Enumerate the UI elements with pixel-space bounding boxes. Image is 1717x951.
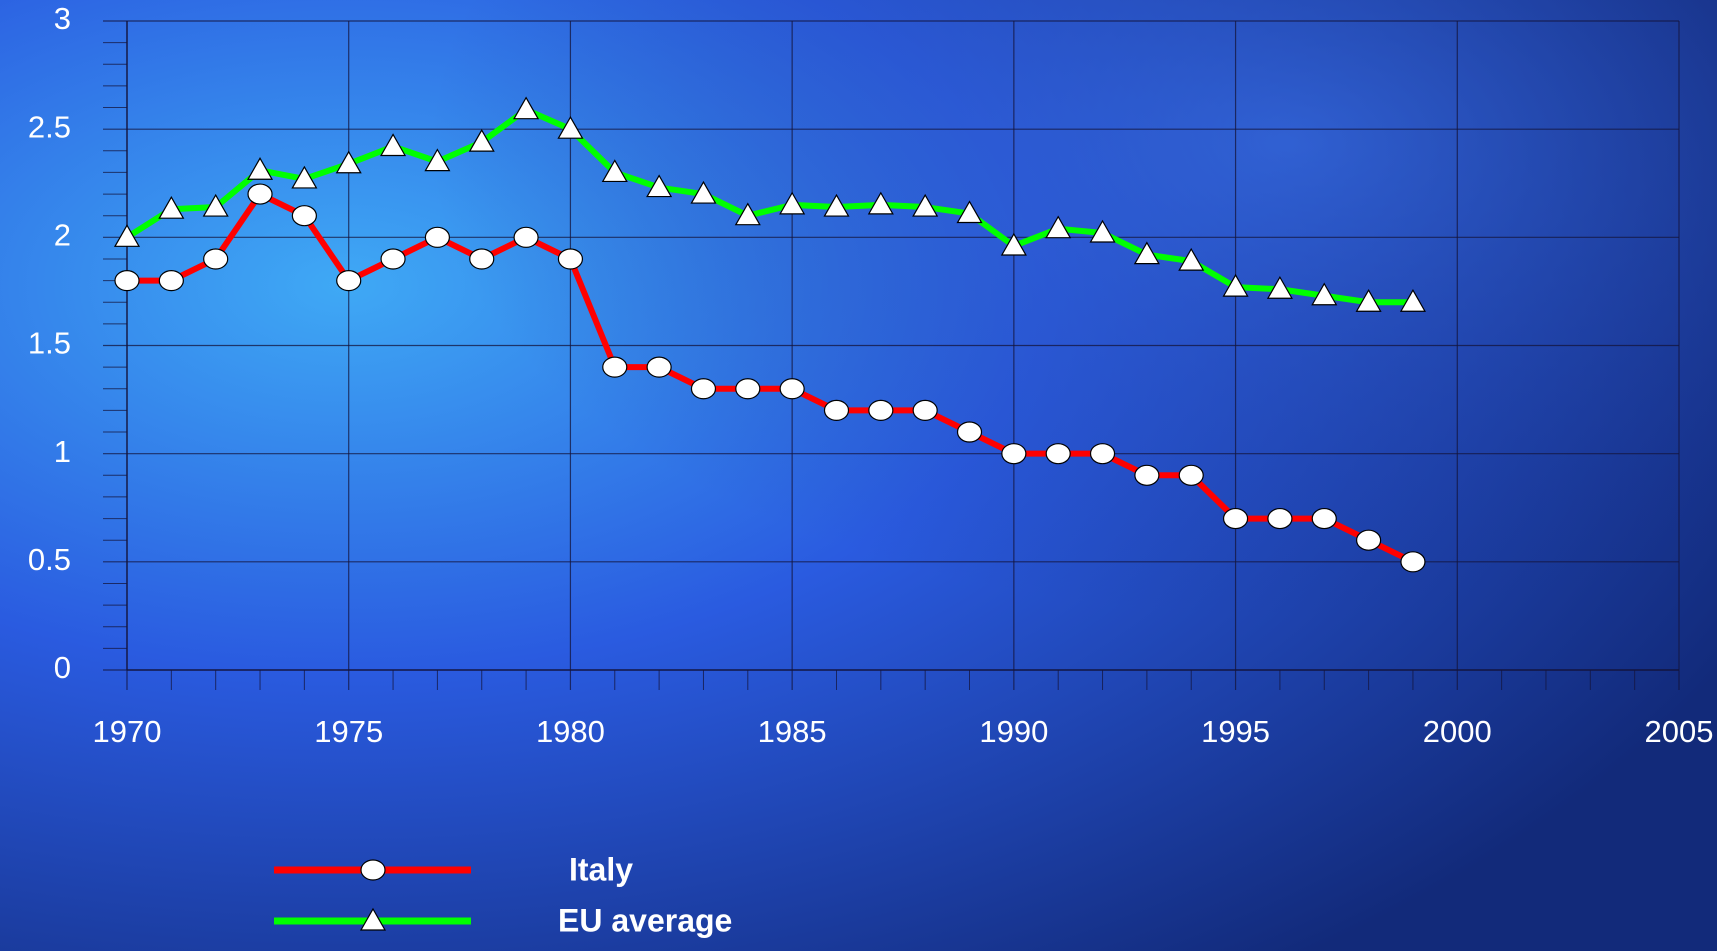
marker-triangle	[1311, 282, 1338, 306]
y-tick-label: 1	[54, 434, 71, 469]
marker-triangle	[1089, 219, 1116, 243]
marker-triangle	[1000, 232, 1027, 256]
marker-circle	[1178, 464, 1204, 486]
marker-circle	[1045, 443, 1071, 465]
marker-triangle	[646, 174, 673, 198]
marker-circle	[513, 226, 539, 248]
marker-triangle	[557, 115, 584, 139]
x-tick-label: 2000	[1423, 714, 1492, 749]
legend-marker	[360, 859, 386, 881]
marker-circle	[735, 378, 761, 400]
x-tick-label: 1985	[758, 714, 827, 749]
marker-circle	[291, 205, 317, 227]
marker-triangle	[513, 96, 540, 120]
y-tick-label: 0.5	[28, 542, 71, 577]
x-tick-label: 1970	[93, 714, 162, 749]
marker-triangle	[956, 200, 983, 224]
marker-triangle	[1178, 247, 1205, 271]
marker-circle	[956, 421, 983, 443]
marker-triangle	[734, 202, 761, 226]
marker-triangle	[158, 196, 185, 219]
marker-circle	[868, 399, 894, 421]
marker-circle	[424, 226, 450, 248]
marker-triangle	[424, 148, 451, 172]
y-tick-label: 0	[54, 650, 71, 685]
marker-triangle	[1355, 289, 1382, 312]
marker-circle	[690, 378, 717, 400]
marker-triangle	[113, 224, 141, 247]
x-tick-label: 1975	[314, 714, 383, 749]
marker-triangle	[1399, 289, 1426, 312]
marker-circle	[1311, 507, 1337, 530]
marker-triangle	[1045, 215, 1072, 239]
marker-circle	[1001, 443, 1027, 465]
marker-triangle	[690, 180, 717, 204]
marker-circle	[1355, 529, 1382, 551]
marker-circle	[646, 356, 672, 378]
x-tick-label: 1990	[979, 714, 1048, 749]
y-tick-label: 3	[54, 1, 71, 36]
marker-circle	[1400, 551, 1426, 573]
marker-circle	[1089, 443, 1116, 465]
x-tick-label: 1995	[1201, 714, 1270, 749]
marker-circle	[823, 399, 850, 421]
marker-triangle	[601, 159, 628, 183]
marker-circle	[158, 270, 184, 292]
marker-circle	[1134, 464, 1160, 486]
marker-triangle	[1222, 273, 1249, 297]
marker-triangle	[1266, 276, 1293, 299]
y-tick-label: 1.5	[28, 326, 71, 361]
marker-triangle	[202, 193, 229, 217]
legend-label: Italy	[569, 851, 633, 887]
marker-triangle	[867, 191, 894, 215]
marker-triangle	[779, 191, 806, 215]
marker-circle	[203, 248, 229, 270]
marker-circle	[380, 248, 406, 270]
marker-triangle	[380, 133, 407, 157]
marker-circle	[557, 248, 584, 270]
legend-label: EU average	[558, 902, 732, 938]
marker-triangle	[468, 128, 495, 152]
marker-triangle	[246, 157, 274, 180]
x-tick-label: 2005	[1645, 714, 1714, 749]
marker-circle	[602, 356, 628, 378]
marker-circle	[912, 399, 938, 421]
y-tick-label: 2.5	[28, 109, 71, 144]
legend-marker	[359, 907, 387, 931]
marker-circle	[1267, 507, 1293, 530]
marker-triangle	[335, 150, 362, 174]
y-tick-label: 2	[54, 218, 71, 253]
marker-triangle	[1133, 241, 1160, 265]
marker-triangle	[291, 165, 318, 189]
marker-circle	[1222, 507, 1249, 530]
marker-triangle	[912, 193, 939, 217]
marker-circle	[114, 270, 140, 292]
marker-triangle	[823, 193, 850, 217]
marker-circle	[336, 270, 362, 292]
marker-circle	[247, 183, 273, 205]
x-tick-label: 1980	[536, 714, 605, 749]
marker-circle	[469, 248, 495, 270]
marker-circle	[779, 378, 805, 400]
